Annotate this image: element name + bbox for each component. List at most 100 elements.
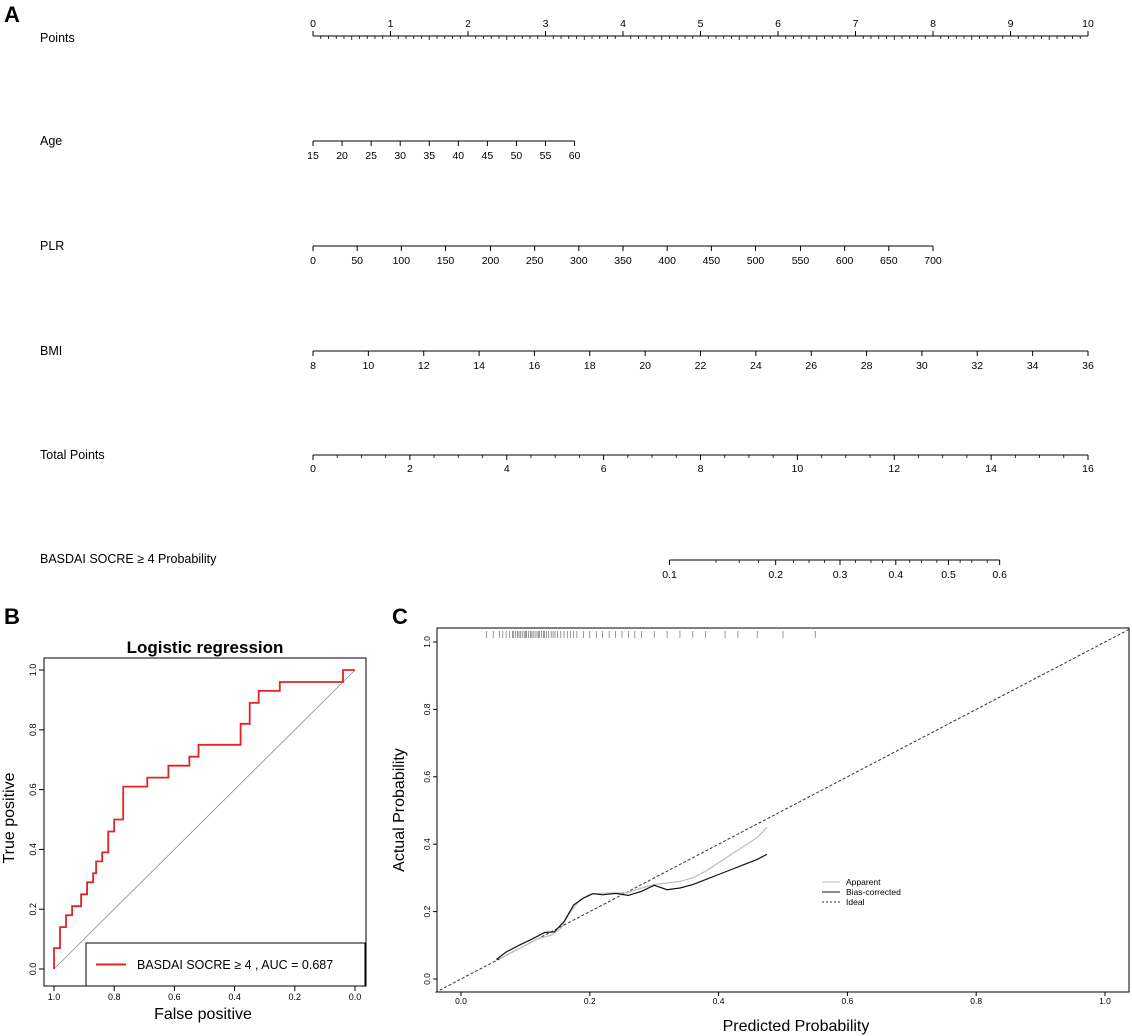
nomogram-row-points-tick-label: 1	[388, 18, 394, 30]
legend-label-ideal: Ideal	[846, 897, 865, 907]
nomogram-row-bmi-tick-label: 34	[1027, 360, 1039, 372]
calibration-x-tick-label: 1.0	[1099, 996, 1111, 1006]
nomogram-row-basdai-socre-4-probability-tick-label: 0.2	[768, 569, 783, 581]
nomogram-row-total-points-tick-label: 4	[504, 463, 510, 475]
nomogram-row-plr-tick-label: 350	[614, 255, 632, 267]
nomogram-row-bmi-tick-label: 32	[971, 360, 983, 372]
roc-x-tick-label: 0.6	[168, 992, 181, 1002]
panel-c-letter: C	[392, 604, 408, 629]
nomogram-row-age-tick-label: 60	[569, 150, 581, 162]
nomogram-row-bmi-tick-label: 10	[362, 360, 374, 372]
calibration-apparent-line	[499, 826, 768, 960]
roc-x-tick-label: 0.8	[108, 992, 121, 1002]
calibration-bias-corrected-line	[496, 853, 768, 960]
calibration-y-tick-label: 0.6	[422, 771, 432, 783]
nomogram-row-bmi-label: BMI	[40, 344, 62, 358]
roc-title: Logistic regression	[127, 638, 284, 657]
nomogram-row-bmi-tick-label: 28	[861, 360, 873, 372]
roc-x-tick-label: 0.2	[289, 992, 302, 1002]
calibration-legend: Apparent Bias-corrected Ideal	[822, 877, 901, 907]
legend-label-apparent: Apparent	[846, 877, 881, 887]
nomogram-row-plr-tick-label: 150	[437, 255, 455, 267]
nomogram-row-age-tick-label: 45	[482, 150, 494, 162]
nomogram-row-total-points-tick-label: 12	[888, 463, 900, 475]
roc-y-tick-label: 0.2	[28, 903, 38, 916]
roc-curve	[53, 669, 355, 969]
nomogram-row-plr-tick-label: 400	[658, 255, 676, 267]
nomogram-row-age-tick-label: 20	[336, 150, 348, 162]
calibration-x-tick-label: 0.0	[455, 996, 467, 1006]
roc-y-axis-title: True positive	[1, 772, 18, 863]
nomogram-row-points-tick-label: 10	[1082, 18, 1094, 30]
roc-x-tick-label: 1.0	[48, 992, 61, 1002]
roc-legend: BASDAI SOCRE ≥ 4 , AUC = 0.687	[85, 942, 366, 987]
roc-x-tick-label: 0.0	[349, 992, 362, 1002]
nomogram-row-basdai-socre-4-probability-tick-label: 0.6	[992, 569, 1007, 581]
nomogram-row-bmi-tick-label: 14	[473, 360, 485, 372]
nomogram-row-total-points-tick-label: 14	[985, 463, 997, 475]
calibration-y-tick-label: 0.8	[422, 703, 432, 715]
calibration-x-tick-label: 0.2	[584, 996, 596, 1006]
calibration-plot-frame	[436, 627, 1130, 993]
nomogram-row-basdai-socre-4-probability-tick-label: 0.1	[662, 569, 677, 581]
nomogram-row-points-tick-label: 6	[775, 18, 781, 30]
nomogram-row-bmi-tick-label: 36	[1082, 360, 1094, 372]
panel-a-letter: A	[4, 2, 20, 27]
nomogram-row-bmi-tick-label: 26	[805, 360, 817, 372]
nomogram-row-age-tick-label: 30	[394, 150, 406, 162]
nomogram-row-bmi-tick-label: 24	[750, 360, 762, 372]
panel-b-letter: B	[4, 604, 20, 629]
roc-reference-line	[53, 669, 356, 970]
nomogram-row-points-tick-label: 2	[465, 18, 471, 30]
roc-y-tick-label: 1.0	[28, 664, 38, 677]
nomogram-row-plr-tick-label: 450	[703, 255, 721, 267]
roc-x-tick-label: 0.4	[228, 992, 241, 1002]
nomogram-row-total-points-label: Total Points	[40, 448, 105, 462]
nomogram-row-plr-tick-label: 300	[570, 255, 588, 267]
calibration-x-tick-label: 0.8	[970, 996, 982, 1006]
nomogram-row-points-tick-label: 8	[930, 18, 936, 30]
calibration-y-tick-label: 0.2	[422, 905, 432, 917]
nomogram-row-plr-tick-label: 50	[351, 255, 363, 267]
nomogram-row-plr-tick-label: 700	[924, 255, 942, 267]
calibration-y-tick-label: 1.0	[422, 636, 432, 648]
nomogram-row-points-tick-label: 0	[310, 18, 316, 30]
nomogram-row-points-tick-label: 7	[853, 18, 859, 30]
nomogram-row-plr-tick-label: 650	[880, 255, 898, 267]
nomogram-row-age-label: Age	[40, 134, 62, 148]
roc-y-tick-label: 0.0	[28, 963, 38, 976]
roc-panel: Logistic regression False positive True …	[1, 638, 367, 1023]
nomogram-row-age-tick-label: 40	[452, 150, 464, 162]
nomogram-row-basdai-socre-4-probability-tick-label: 0.3	[833, 569, 848, 581]
nomogram-row-bmi-tick-label: 30	[916, 360, 928, 372]
calibration-y-tick-label: 0.0	[422, 973, 432, 985]
calibration-y-axis-title: Actual Probability	[391, 748, 408, 872]
nomogram-row-age-tick-label: 50	[511, 150, 523, 162]
nomogram-row-plr-tick-label: 500	[747, 255, 765, 267]
calibration-x-tick-label: 0.4	[713, 996, 725, 1006]
nomogram-row-total-points-tick-label: 2	[407, 463, 413, 475]
nomogram-row-plr-tick-label: 550	[792, 255, 810, 267]
nomogram-row-bmi-tick-label: 22	[695, 360, 707, 372]
nomogram-row-age-tick-label: 15	[307, 150, 319, 162]
calibration-panel: Predicted Probability Actual Probability…	[391, 627, 1131, 1035]
nomogram-row-plr-tick-label: 200	[482, 255, 500, 267]
nomogram-row-age-tick-label: 35	[423, 150, 435, 162]
nomogram-row-total-points-tick-label: 6	[601, 463, 607, 475]
nomogram-row-plr-tick-label: 0	[310, 255, 316, 267]
roc-legend-label: BASDAI SOCRE ≥ 4 , AUC = 0.687	[137, 958, 333, 972]
nomogram-row-points-tick-label: 9	[1008, 18, 1014, 30]
legend-label-bias-corrected: Bias-corrected	[846, 887, 901, 897]
nomogram-row-points-tick-label: 5	[698, 18, 704, 30]
nomogram-row-plr-label: PLR	[40, 239, 64, 253]
nomogram-row-total-points-tick-label: 16	[1082, 463, 1094, 475]
nomogram-row-plr-tick-label: 600	[836, 255, 854, 267]
nomogram-row-bmi-tick-label: 20	[639, 360, 651, 372]
nomogram-row-plr-tick-label: 100	[393, 255, 411, 267]
roc-y-tick-label: 0.4	[28, 843, 38, 856]
roc-legend-box	[85, 942, 366, 987]
nomogram-row-points-tick-label: 4	[620, 18, 626, 30]
nomogram-row-total-points-tick-label: 10	[792, 463, 804, 475]
nomogram-row-plr-tick-label: 250	[526, 255, 544, 267]
nomogram-row-basdai-socre-4-probability-tick-label: 0.4	[888, 569, 903, 581]
